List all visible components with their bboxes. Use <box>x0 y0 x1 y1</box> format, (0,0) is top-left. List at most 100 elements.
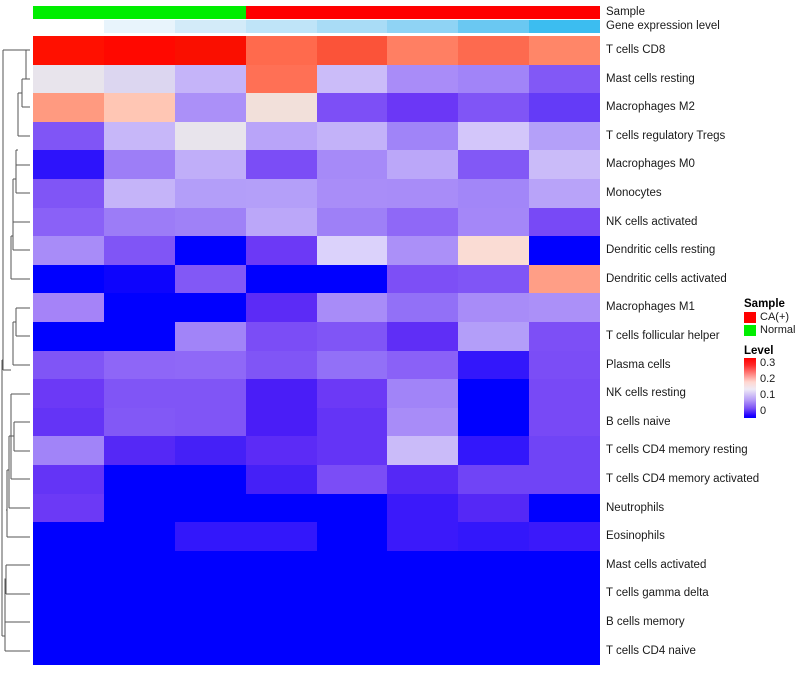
heatmap-cell <box>458 178 530 208</box>
heatmap-cell <box>103 636 175 666</box>
heatmap-cell <box>245 293 317 322</box>
heatmap-cell <box>387 264 459 294</box>
row-label: Dendritic cells activated <box>606 272 727 285</box>
gene-expression-annotation-cell <box>245 20 317 33</box>
heatmap-cell <box>529 321 600 351</box>
heatmap-row <box>33 93 600 122</box>
heatmap-cell <box>33 350 104 380</box>
legend-panel: Sample CA(+) Normal Level 0.3 0.2 0.1 0 <box>744 298 800 418</box>
heatmap-cell <box>174 522 246 551</box>
heatmap-cell <box>387 436 459 465</box>
heatmap-cell <box>458 207 530 237</box>
level-tick-3: 0 <box>760 405 767 417</box>
row-label: T cells CD4 memory resting <box>606 444 748 457</box>
row-label: NK cells resting <box>606 387 686 400</box>
heatmap-cell <box>529 36 600 65</box>
heatmap-cell <box>458 579 530 608</box>
heatmap-cell <box>174 636 246 666</box>
level-colorbar <box>744 358 756 418</box>
heatmap-cell <box>174 321 246 351</box>
heatmap-cell <box>33 150 104 179</box>
heatmap-cell <box>387 493 459 523</box>
heatmap-cell <box>245 522 317 551</box>
heatmap-cell <box>174 236 246 265</box>
gene-expression-annotation-cell <box>458 20 530 33</box>
sample-legend: Sample CA(+) Normal <box>744 298 800 336</box>
heatmap-cell <box>245 607 317 637</box>
heatmap-cell <box>529 293 600 322</box>
heatmap-cell <box>458 436 530 465</box>
heatmap-cell <box>316 350 388 380</box>
sample-annotation-track <box>33 6 600 19</box>
heatmap-cell <box>387 350 459 380</box>
heatmap-cell <box>174 36 246 65</box>
heatmap-cell <box>316 464 388 494</box>
heatmap-cell <box>529 550 600 580</box>
heatmap-row <box>33 264 600 294</box>
heatmap-cell <box>33 293 104 322</box>
heatmap-cell <box>33 607 104 637</box>
heatmap-cell <box>33 522 104 551</box>
level-legend-title: Level <box>744 345 774 357</box>
heatmap-cell <box>174 293 246 322</box>
heatmap-cell <box>245 264 317 294</box>
heatmap-cell <box>245 36 317 65</box>
level-legend: Level 0.3 0.2 0.1 0 <box>744 345 800 418</box>
heatmap-row <box>33 293 600 322</box>
heatmap-cell <box>458 36 530 65</box>
heatmap-cell <box>316 150 388 179</box>
row-label: Dendritic cells resting <box>606 244 716 257</box>
heatmap-cell <box>245 493 317 523</box>
heatmap-cell <box>245 321 317 351</box>
row-label: T cells CD4 memory activated <box>606 473 760 485</box>
heatmap-cell <box>316 264 388 294</box>
heatmap-cell <box>529 579 600 608</box>
heatmap-cell <box>529 178 600 208</box>
row-label: T cells CD8 <box>606 44 666 56</box>
heatmap-cell <box>387 522 459 551</box>
level-tick-labels: 0.3 0.2 0.1 0 <box>760 358 800 418</box>
heatmap-row <box>33 436 600 465</box>
heatmap-cell <box>33 178 104 208</box>
heatmap-cell <box>458 350 530 380</box>
heatmap-cell <box>245 636 317 666</box>
heatmap-cell <box>33 64 104 94</box>
row-label: T cells follicular helper <box>606 330 720 342</box>
gene-expression-annotation-cell <box>529 20 600 33</box>
legend-label-normal: Normal <box>760 324 796 336</box>
heatmap-cell <box>174 436 246 465</box>
sample-track-label: Sample <box>606 6 645 18</box>
heatmap-cell <box>245 464 317 494</box>
heatmap-cell <box>458 493 530 523</box>
heatmap-cell <box>387 207 459 237</box>
heatmap-cell <box>387 636 459 666</box>
heatmap-row <box>33 64 600 94</box>
heatmap-cell <box>316 550 388 580</box>
heatmap-row <box>33 464 600 494</box>
heatmap-cell <box>529 522 600 551</box>
heatmap-cell <box>529 379 600 408</box>
heatmap-cell <box>245 379 317 408</box>
sample-annotation-cell <box>174 6 246 19</box>
gene-expression-annotation-cell <box>174 20 246 33</box>
heatmap-cell <box>103 436 175 465</box>
heatmap-cell <box>174 64 246 94</box>
heatmap-cell <box>316 93 388 122</box>
level-tick-2: 0.1 <box>760 389 776 401</box>
heatmap-cell <box>387 178 459 208</box>
heatmap-cell <box>316 493 388 523</box>
gene-expression-annotation-cell <box>103 20 175 33</box>
heatmap-cell <box>103 321 175 351</box>
heatmap-cell <box>316 636 388 666</box>
heatmap-cell <box>529 207 600 237</box>
heatmap-row <box>33 236 600 265</box>
heatmap-cell <box>245 207 317 237</box>
sample-annotation-cell <box>529 6 600 19</box>
swatch-ca-positive <box>744 311 756 323</box>
heatmap-cell <box>529 436 600 465</box>
row-label: Mast cells activated <box>606 558 707 571</box>
heatmap-cell <box>316 321 388 351</box>
heatmap-cell <box>174 493 246 523</box>
heatmap-cell <box>33 36 104 65</box>
